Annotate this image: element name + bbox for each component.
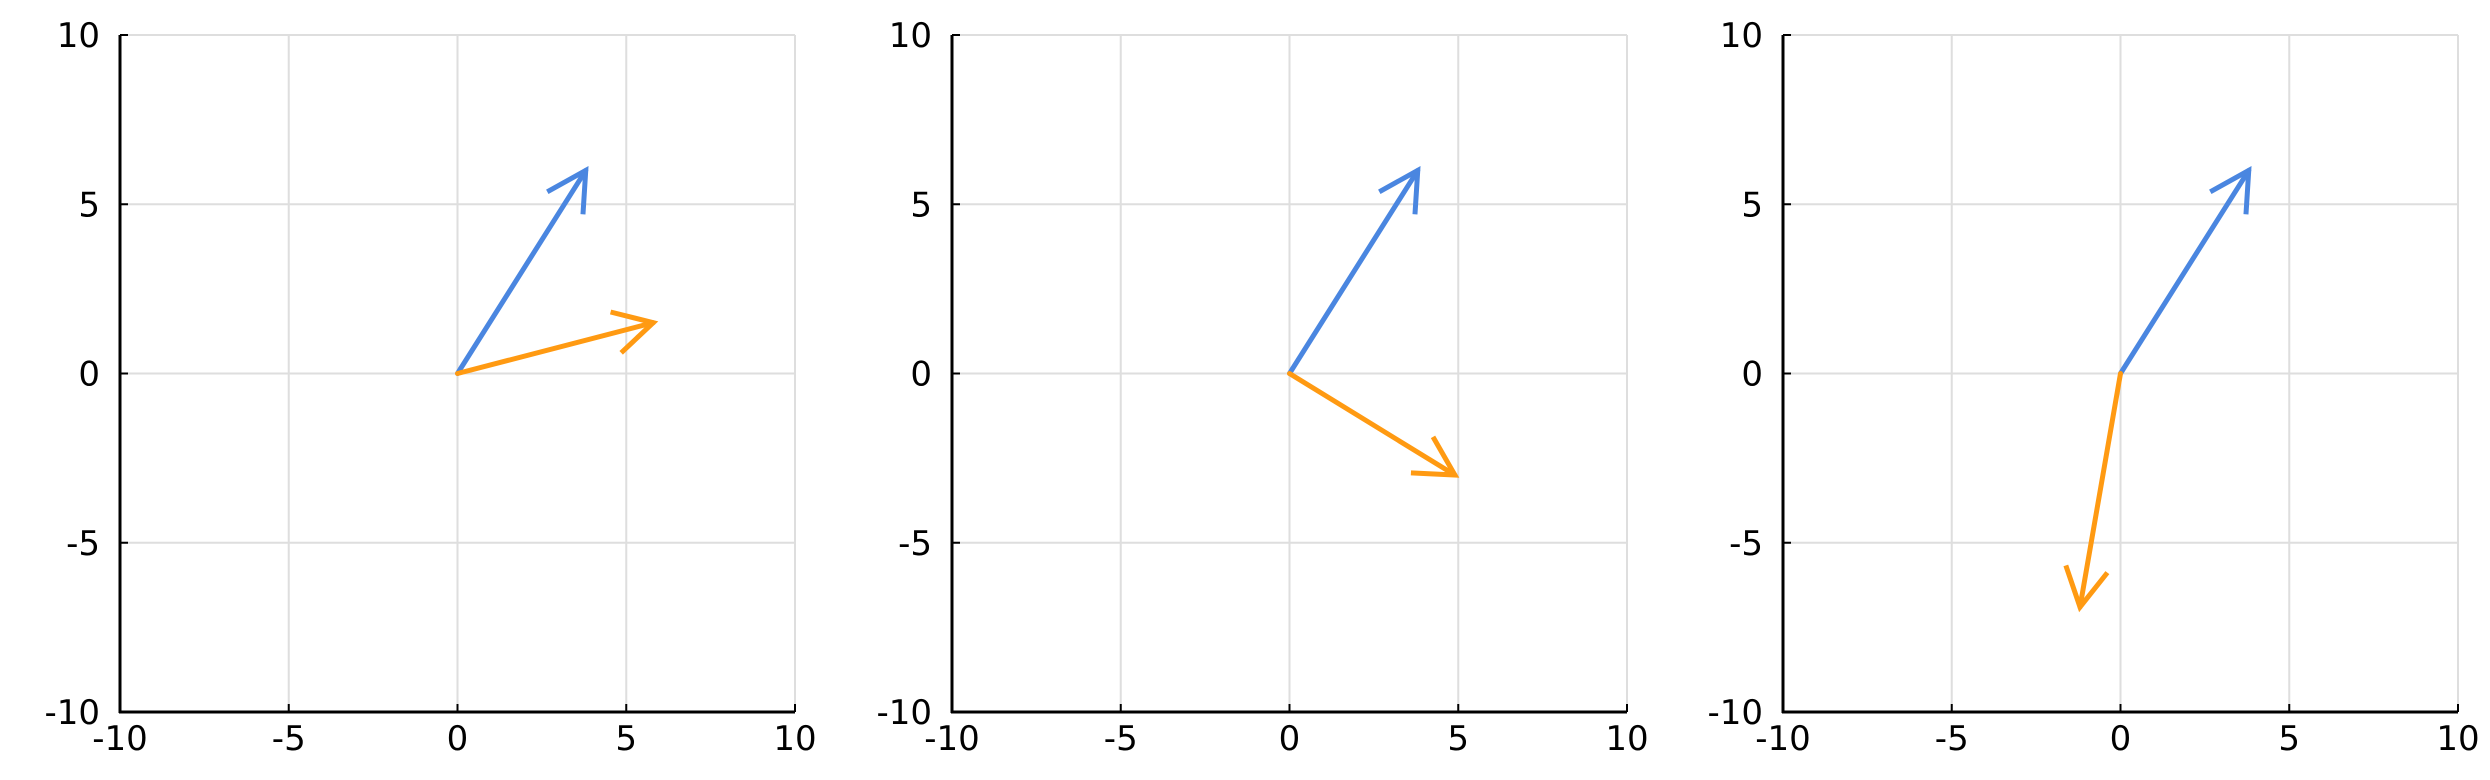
vector-arrowhead: [2063, 564, 2110, 613]
y-tick-label: 10: [1720, 16, 1763, 56]
vector-arrow-2: [455, 309, 659, 376]
y-tick-label: 10: [889, 16, 932, 56]
y-tick-label: 0: [1741, 355, 1763, 395]
y-tick-label: 0: [78, 355, 100, 395]
x-tick-label: -5: [272, 719, 306, 759]
vector-shaft: [1287, 371, 1458, 478]
vector-shaft: [2118, 167, 2252, 376]
x-tick-label: -5: [1104, 719, 1138, 759]
y-tick-label: -10: [44, 693, 100, 733]
x-tick-label: 0: [447, 719, 469, 759]
x-tick-label: 5: [1447, 719, 1469, 759]
x-tick-label: 10: [2436, 719, 2479, 759]
x-tick-label: -5: [1935, 719, 1969, 759]
vector-shaft: [2077, 371, 2123, 610]
x-tick-label: -10: [92, 719, 148, 759]
y-tick-label: 10: [57, 16, 100, 56]
vector-arrowhead: [1410, 435, 1460, 478]
x-tick-label: 10: [773, 719, 816, 759]
y-tick-label: -5: [898, 524, 932, 564]
x-tick-label: 5: [615, 719, 637, 759]
vector-shaft: [455, 320, 656, 376]
x-tick-label: 0: [1279, 719, 1301, 759]
x-tick-label: 5: [2278, 719, 2300, 759]
y-tick-label: 0: [910, 355, 932, 395]
chart-panel-3: -10 -5 0 5 10 -10 -5 0 5 10: [1707, 16, 2479, 759]
x-tick-label: -10: [1755, 719, 1811, 759]
vector-arrowhead: [2209, 165, 2252, 215]
vector-arrowhead: [546, 165, 589, 215]
chart-panel-2: -10 -5 0 5 10 -10 -5 0 5 10: [876, 16, 1648, 759]
y-tick-label: -5: [1729, 524, 1763, 564]
vector-arrowhead: [609, 309, 659, 355]
vector-shaft: [1287, 167, 1421, 376]
x-tick-label: -10: [924, 719, 980, 759]
x-tick-label: 0: [2110, 719, 2132, 759]
x-tick-label: 10: [1605, 719, 1648, 759]
vector-arrow-1: [455, 165, 589, 376]
vector-arrow-2: [1287, 371, 1460, 478]
chart-panel-1: -10 -5 0 5 10 -10 -5 0 5 10: [44, 16, 816, 759]
vector-arrow-1: [1287, 165, 1421, 376]
y-tick-label: 5: [910, 185, 932, 225]
y-tick-label: -10: [1707, 693, 1763, 733]
y-tick-label: -10: [876, 693, 932, 733]
vector-shaft: [455, 167, 589, 376]
y-tick-label: -5: [66, 524, 100, 564]
y-tick-label: 5: [78, 185, 100, 225]
y-tick-label: 5: [1741, 185, 1763, 225]
vector-arrowhead: [1378, 165, 1421, 215]
vector-arrow-1: [2118, 165, 2252, 376]
vector-arrow-2: [2063, 371, 2123, 613]
